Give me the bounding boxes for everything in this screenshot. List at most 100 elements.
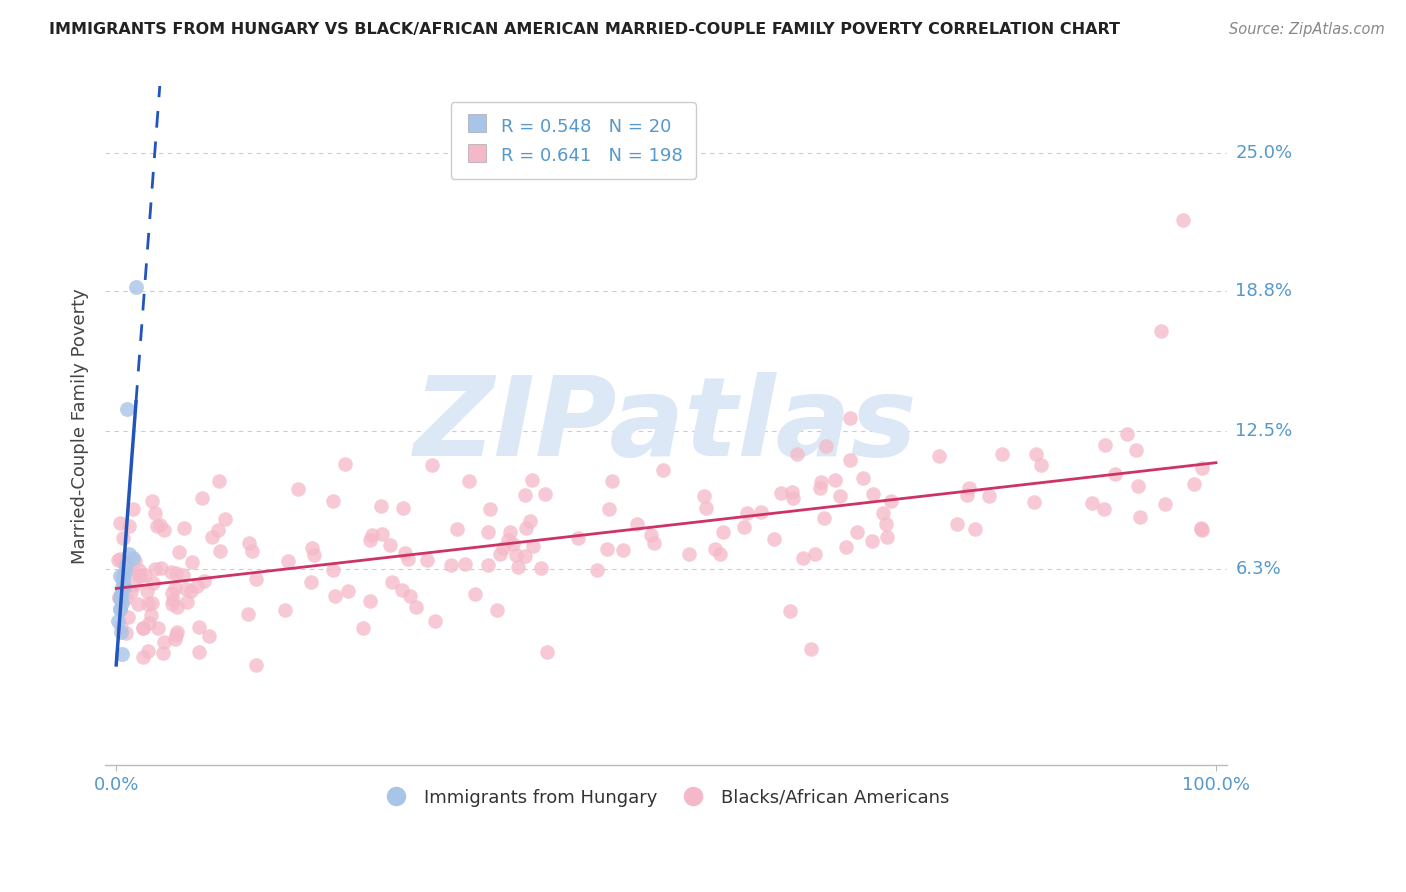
- Point: [107, 591, 129, 605]
- Point: [238, 607, 260, 622]
- Point: [515, 488, 537, 502]
- Point: [322, 494, 344, 508]
- Point: [136, 584, 159, 599]
- Point: [187, 619, 209, 633]
- Point: [209, 544, 232, 558]
- Point: [110, 516, 132, 530]
- Point: [166, 624, 188, 639]
- Point: [208, 474, 231, 488]
- Point: [643, 536, 665, 550]
- Point: [808, 481, 831, 495]
- Point: [1024, 495, 1046, 509]
- Point: [652, 462, 675, 476]
- Point: [1126, 479, 1149, 493]
- Point: [1189, 522, 1212, 536]
- Point: [124, 554, 146, 568]
- Point: [323, 589, 346, 603]
- Point: [1191, 523, 1213, 537]
- Point: [333, 457, 356, 471]
- Point: [405, 600, 427, 615]
- Point: [111, 580, 134, 594]
- Point: [1129, 509, 1152, 524]
- Point: [420, 458, 443, 472]
- Point: [1182, 476, 1205, 491]
- Point: [786, 447, 808, 461]
- Point: [186, 579, 208, 593]
- Point: [530, 561, 553, 575]
- Point: [110, 586, 132, 600]
- Point: [141, 596, 163, 610]
- Point: [499, 524, 522, 539]
- Point: [359, 533, 381, 547]
- Point: [150, 561, 173, 575]
- Point: [1094, 438, 1116, 452]
- Point: [709, 547, 731, 561]
- Point: [522, 539, 544, 553]
- Point: [598, 502, 620, 516]
- Point: [108, 602, 131, 616]
- Point: [446, 522, 468, 536]
- Point: [792, 551, 814, 566]
- Point: [122, 502, 145, 516]
- Point: [440, 558, 463, 573]
- Point: [169, 545, 191, 559]
- Point: [142, 576, 165, 591]
- Point: [763, 532, 786, 546]
- Point: [163, 581, 186, 595]
- Point: [128, 568, 150, 582]
- Point: [139, 608, 162, 623]
- Point: [506, 560, 529, 574]
- Point: [114, 565, 136, 579]
- Point: [181, 555, 204, 569]
- Point: [1191, 460, 1213, 475]
- Point: [846, 524, 869, 539]
- Point: [160, 597, 183, 611]
- Point: [121, 551, 143, 566]
- Point: [214, 512, 236, 526]
- Point: [136, 644, 159, 658]
- Point: [201, 530, 224, 544]
- Point: [174, 582, 197, 597]
- Point: [238, 536, 260, 550]
- Text: 18.8%: 18.8%: [1236, 282, 1292, 300]
- Y-axis label: Married-Couple Family Poverty: Married-Couple Family Poverty: [72, 288, 89, 564]
- Point: [640, 527, 662, 541]
- Point: [163, 632, 186, 646]
- Point: [485, 603, 508, 617]
- Point: [149, 518, 172, 533]
- Point: [127, 597, 149, 611]
- Point: [129, 568, 152, 582]
- Point: [110, 619, 132, 633]
- Text: 12.5%: 12.5%: [1236, 422, 1292, 441]
- Point: [695, 501, 717, 516]
- Point: [394, 546, 416, 560]
- Point: [770, 485, 793, 500]
- Point: [380, 538, 402, 552]
- Point: [302, 548, 325, 562]
- Point: [1125, 443, 1147, 458]
- Point: [108, 591, 131, 606]
- Point: [352, 621, 374, 635]
- Point: [115, 558, 138, 572]
- Point: [162, 586, 184, 600]
- Point: [146, 621, 169, 635]
- Point: [274, 603, 297, 617]
- Point: [132, 621, 155, 635]
- Point: [108, 569, 131, 583]
- Point: [165, 566, 187, 580]
- Point: [396, 552, 419, 566]
- Point: [839, 453, 862, 467]
- Point: [128, 563, 150, 577]
- Point: [138, 615, 160, 630]
- Point: [502, 537, 524, 551]
- Point: [815, 439, 838, 453]
- Point: [872, 506, 894, 520]
- Point: [678, 547, 700, 561]
- Text: 6.3%: 6.3%: [1236, 560, 1281, 578]
- Point: [112, 555, 135, 569]
- Point: [779, 603, 801, 617]
- Point: [110, 624, 132, 639]
- Point: [117, 610, 139, 624]
- Point: [800, 641, 823, 656]
- Point: [399, 589, 422, 603]
